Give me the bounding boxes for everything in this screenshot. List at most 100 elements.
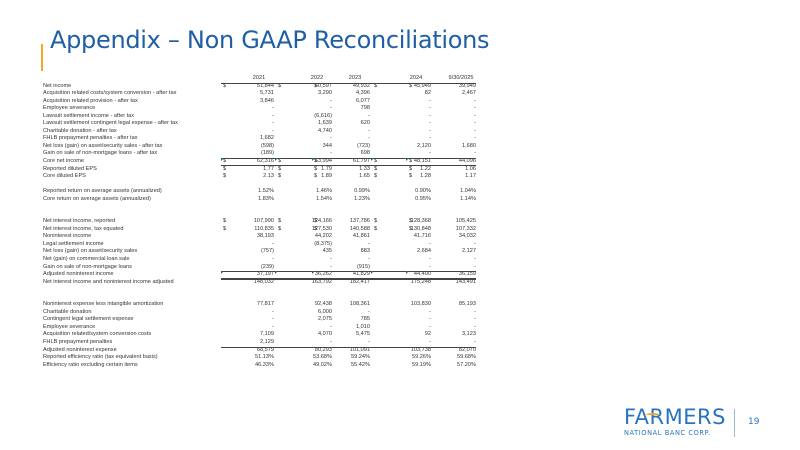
cell-value: 1.77 xyxy=(263,165,274,172)
cell-value: (915) xyxy=(356,263,370,270)
column-header: 2022 xyxy=(310,75,324,81)
currency-symbol: $ xyxy=(278,225,282,232)
cell-value: - xyxy=(330,97,332,104)
cell-value: 51,844 xyxy=(256,82,274,89)
cell-value: 7,109 xyxy=(260,331,274,338)
cell-value: 49,932 xyxy=(352,82,370,89)
cell-value: 48,151 xyxy=(413,158,431,165)
cell-value: 108,361 xyxy=(349,301,370,308)
currency-symbol: $ xyxy=(374,165,378,172)
cell-value: (8,375) xyxy=(314,240,332,247)
cell-comment-marker-icon xyxy=(371,271,374,275)
cell-value: - xyxy=(429,338,431,345)
currency-symbol: $ xyxy=(278,218,282,225)
cell-value: 4,396 xyxy=(356,90,370,97)
cell-value: 53.68% xyxy=(313,354,332,361)
row-label: Net loss (gain) on asset/security sales … xyxy=(43,142,163,149)
cell-value: - xyxy=(368,127,370,134)
cell-comment-marker-icon xyxy=(221,271,224,275)
cell-value: 107,990 xyxy=(253,218,274,225)
cell-value: 1.06 xyxy=(465,165,476,172)
cell-value: - xyxy=(368,256,370,263)
cell-value: 41,861 xyxy=(352,233,370,240)
cell-value: 1,682 xyxy=(260,135,274,142)
cell-value: 1.22 xyxy=(420,165,431,172)
cell-value: - xyxy=(429,263,431,270)
cell-value: - xyxy=(474,308,476,315)
row-label: Net interest income, reported xyxy=(43,218,116,225)
cell-value: (189) xyxy=(260,150,274,157)
cell-value: 2,684 xyxy=(417,248,431,255)
cell-value: 2,120 xyxy=(417,142,431,149)
row-label: Adjusted noninterest expense xyxy=(43,346,117,353)
row-label: Lawsuit settlement contingent legal expe… xyxy=(43,120,178,127)
cell-value: 2.13 xyxy=(263,173,274,180)
cell-value: 182,417 xyxy=(349,278,370,285)
currency-symbol: $ xyxy=(374,158,378,165)
cell-value: 128,368 xyxy=(410,218,431,225)
row-label: Contingent legal settlement expense xyxy=(43,316,134,323)
cell-value: 435 xyxy=(322,248,332,255)
row-label: Legal settlement income xyxy=(43,240,104,247)
cell-value: - xyxy=(272,316,274,323)
cell-value: - xyxy=(474,120,476,127)
cell-value: 36,262 xyxy=(314,271,332,278)
cell-value: - xyxy=(272,256,274,263)
currency-symbol: $ xyxy=(409,82,413,89)
cell-value: 44,096 xyxy=(458,158,476,165)
row-label: Net (gain) on commercial loan sale xyxy=(43,256,130,263)
cell-value: - xyxy=(474,323,476,330)
currency-symbol: $ xyxy=(223,158,227,165)
cell-value: - xyxy=(429,135,431,142)
row-label: Noninterest expense less intangible amor… xyxy=(43,301,164,308)
cell-value: - xyxy=(429,240,431,247)
cell-comment-marker-icon xyxy=(221,158,224,162)
currency-symbol: $ xyxy=(314,82,318,89)
cell-value: 4,740 xyxy=(318,127,332,134)
cell-value: - xyxy=(368,338,370,345)
cell-value: - xyxy=(330,256,332,263)
cell-value: 77,817 xyxy=(256,301,274,308)
cell-value: 2,127 xyxy=(462,248,476,255)
cell-value: - xyxy=(429,150,431,157)
cell-comment-marker-icon xyxy=(371,158,374,162)
currency-symbol: $ xyxy=(314,218,318,225)
logo-wordmark: FARMERS xyxy=(624,405,726,429)
cell-value: 1.14% xyxy=(460,195,476,202)
cell-value: - xyxy=(330,338,332,345)
cell-value: 137,786 xyxy=(349,218,370,225)
cell-value: 1.17 xyxy=(465,173,476,180)
cell-value: - xyxy=(368,240,370,247)
row-label: Reported diluted EPS xyxy=(43,165,97,172)
cell-value: - xyxy=(272,120,274,127)
cell-value: 1.54% xyxy=(316,195,332,202)
cell-value: 124,166 xyxy=(311,218,332,225)
table-rule xyxy=(221,346,476,348)
cell-value: 82 xyxy=(424,90,431,97)
cell-value: - xyxy=(429,120,431,127)
cell-value: - xyxy=(474,105,476,112)
table-rule xyxy=(221,278,476,280)
cell-value: 63,994 xyxy=(314,158,332,165)
cell-value: - xyxy=(429,256,431,263)
cell-value: 1.46% xyxy=(316,188,332,195)
cell-value: 3,846 xyxy=(260,97,274,104)
cell-value: 163,792 xyxy=(311,278,332,285)
cell-value: - xyxy=(429,112,431,119)
cell-value: 82,070 xyxy=(458,346,476,353)
cell-value: 1.33 xyxy=(359,165,370,172)
table-rule xyxy=(221,278,476,279)
cell-value: - xyxy=(474,150,476,157)
cell-value: 55.42% xyxy=(351,361,370,368)
cell-value: - xyxy=(429,308,431,315)
cell-value: 6,000 xyxy=(318,308,332,315)
currency-symbol: $ xyxy=(409,173,413,180)
cell-value: - xyxy=(330,263,332,270)
cell-value: 1,639 xyxy=(318,120,332,127)
cell-value: 2,467 xyxy=(462,90,476,97)
cell-value: - xyxy=(474,263,476,270)
currency-symbol: $ xyxy=(278,82,282,89)
row-label: Net interest income, tax equated xyxy=(43,225,124,232)
cell-value: (723) xyxy=(356,142,370,149)
cell-value: - xyxy=(272,308,274,315)
